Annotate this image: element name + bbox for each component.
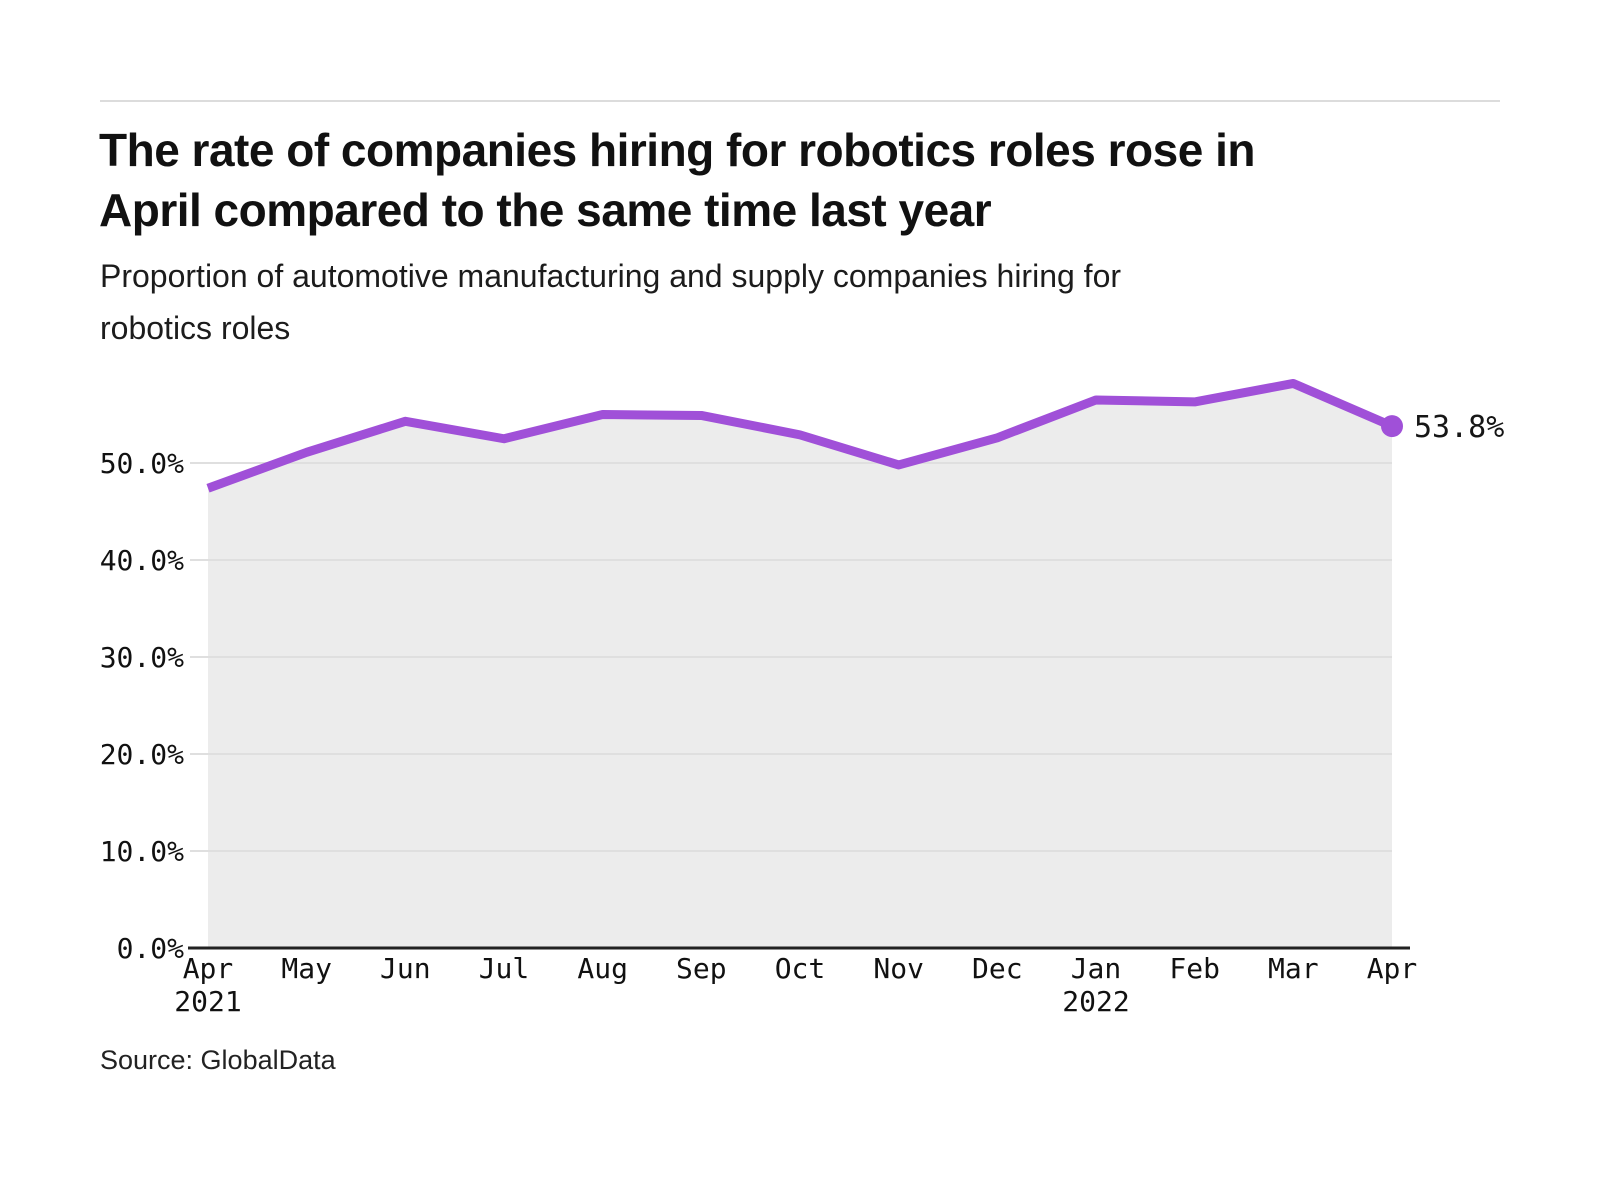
y-tick-label-10: 10.0% (100, 835, 184, 868)
y-tick-label-40: 40.0% (100, 544, 184, 577)
y-tick-label-30: 30.0% (100, 641, 184, 674)
end-value-label: 53.8% (1414, 410, 1504, 445)
x-tick-label-5: Sep (676, 952, 727, 985)
x-tick-label-11: Mar (1268, 952, 1319, 985)
x-tick-label-2: Jun (380, 952, 431, 985)
x-tick-label-3: Jul (479, 952, 530, 985)
chart-title-line-1: The rate of companies hiring for robotic… (99, 124, 1255, 176)
x-year-label-2022: 2022 (1062, 985, 1129, 1018)
source-note: Source: GlobalData (100, 1045, 336, 1075)
chart-subtitle: Proportion of automotive manufacturing a… (100, 250, 1121, 354)
chart-title-line-2: April compared to the same time last yea… (99, 184, 992, 236)
x-tick-label-8: Dec (972, 952, 1023, 985)
chart-title: The rate of companies hiring for robotic… (99, 120, 1255, 240)
y-tick-label-50: 50.0% (100, 447, 184, 480)
x-tick-label-10: Feb (1169, 952, 1220, 985)
x-tick-label-12: Apr (1367, 952, 1418, 985)
x-tick-label-1: May (281, 952, 332, 985)
top-divider (100, 100, 1500, 102)
chart-subtitle-line-2: robotics roles (100, 310, 291, 346)
chart-subtitle-line-1: Proportion of automotive manufacturing a… (100, 258, 1122, 294)
y-tick-label-20: 20.0% (100, 738, 184, 771)
x-tick-label-0: Apr (183, 952, 234, 985)
end-point-marker (1381, 415, 1403, 438)
x-tick-label-7: Nov (873, 952, 924, 985)
trend-line (206, 378, 1394, 493)
x-year-label-2021: 2021 (174, 985, 241, 1018)
x-tick-label-9: Jan (1071, 952, 1122, 985)
x-tick-label-6: Oct (775, 952, 826, 985)
area-fill (208, 383, 1392, 949)
x-tick-label-4: Aug (577, 952, 628, 985)
y-tick-label-0: 0.0% (117, 932, 185, 965)
